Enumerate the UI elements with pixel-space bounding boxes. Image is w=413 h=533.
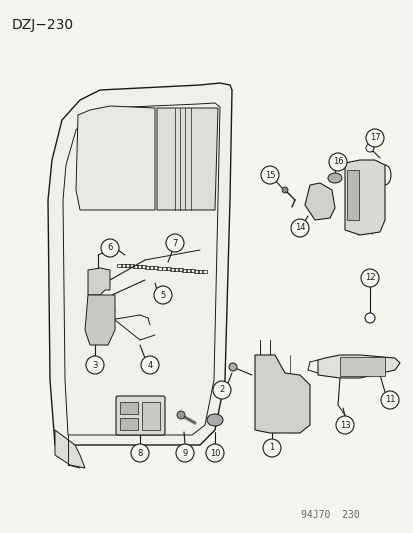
Bar — [157, 266, 162, 270]
Bar — [202, 270, 206, 273]
Bar — [165, 268, 170, 270]
Bar — [129, 264, 134, 268]
Bar — [145, 266, 150, 269]
FancyBboxPatch shape — [116, 396, 165, 435]
Circle shape — [364, 313, 374, 323]
Text: 2: 2 — [219, 385, 224, 394]
Bar — [153, 266, 158, 269]
Text: 7: 7 — [172, 238, 177, 247]
Text: 10: 10 — [209, 448, 220, 457]
Circle shape — [154, 286, 171, 304]
Circle shape — [228, 363, 236, 371]
Circle shape — [365, 144, 373, 152]
Bar — [137, 265, 142, 268]
Polygon shape — [85, 295, 115, 345]
Polygon shape — [157, 108, 218, 210]
Bar — [339, 357, 384, 376]
Text: 6: 6 — [107, 244, 112, 253]
Ellipse shape — [206, 414, 223, 426]
Circle shape — [281, 187, 287, 193]
Text: 94J70  230: 94J70 230 — [301, 510, 359, 520]
Text: 13: 13 — [339, 421, 349, 430]
Bar — [125, 264, 130, 267]
Bar — [193, 270, 198, 273]
Circle shape — [101, 239, 119, 257]
Ellipse shape — [327, 173, 341, 183]
Circle shape — [141, 356, 159, 374]
Text: 14: 14 — [294, 223, 304, 232]
Circle shape — [290, 219, 308, 237]
Text: 4: 4 — [147, 360, 152, 369]
Circle shape — [365, 129, 383, 147]
Polygon shape — [76, 106, 154, 210]
Text: 15: 15 — [264, 171, 275, 180]
Bar — [346, 170, 358, 220]
Bar — [133, 265, 138, 268]
Circle shape — [176, 444, 194, 462]
Polygon shape — [48, 83, 231, 445]
Bar — [117, 263, 122, 266]
Polygon shape — [317, 355, 399, 378]
Circle shape — [86, 356, 104, 374]
Polygon shape — [254, 355, 309, 433]
Circle shape — [260, 166, 278, 184]
Circle shape — [380, 391, 398, 409]
Circle shape — [335, 416, 353, 434]
Circle shape — [131, 444, 149, 462]
Bar — [173, 268, 178, 271]
Text: DZJ−230: DZJ−230 — [12, 18, 74, 32]
Text: 3: 3 — [92, 360, 97, 369]
Bar — [120, 418, 138, 430]
Circle shape — [360, 269, 378, 287]
Circle shape — [166, 234, 183, 252]
Text: 9: 9 — [182, 448, 187, 457]
Bar — [169, 268, 174, 271]
Bar — [161, 267, 166, 270]
Text: 8: 8 — [137, 448, 142, 457]
Text: 17: 17 — [369, 133, 380, 142]
Bar — [120, 402, 138, 414]
Circle shape — [212, 381, 230, 399]
Bar — [197, 270, 202, 273]
Text: 5: 5 — [160, 290, 165, 300]
Circle shape — [328, 153, 346, 171]
Circle shape — [262, 439, 280, 457]
Polygon shape — [88, 268, 110, 295]
Circle shape — [177, 411, 185, 419]
Text: 16: 16 — [332, 157, 342, 166]
Bar — [142, 402, 159, 430]
Circle shape — [206, 444, 223, 462]
Bar — [185, 269, 190, 272]
Polygon shape — [344, 160, 384, 235]
Polygon shape — [55, 430, 85, 468]
Bar — [121, 264, 126, 267]
Bar — [141, 265, 146, 269]
Bar — [177, 268, 182, 271]
Bar — [190, 269, 195, 272]
Bar — [149, 266, 154, 269]
Text: 11: 11 — [384, 395, 394, 405]
Text: 12: 12 — [364, 273, 374, 282]
Polygon shape — [304, 183, 334, 220]
Text: 1: 1 — [269, 443, 274, 453]
Bar — [181, 269, 186, 272]
